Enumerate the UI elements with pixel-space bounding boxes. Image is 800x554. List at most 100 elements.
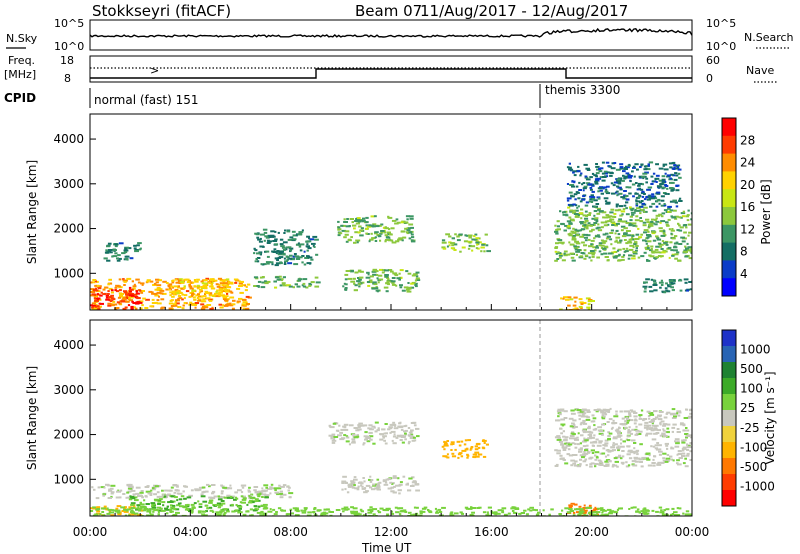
echo-cell-11 [589,186,593,189]
echo-cell-6 [568,417,574,420]
echo-cell-9 [647,245,650,248]
echo-cell-11 [623,194,627,197]
echo-cell-6 [601,423,605,426]
echo-cell-11 [572,171,575,174]
echo-cell-7 [357,269,362,272]
echo-cell-8 [403,509,407,512]
echo-cell-2 [151,503,156,506]
echo-cell-6 [365,216,369,219]
echo-cell-8 [597,507,601,510]
echo-cell-3 [345,435,349,438]
echo-cell-6 [341,229,347,232]
echo-cell-8 [619,507,623,510]
echo-cell-8 [344,508,347,511]
echo-cell-2 [180,281,185,284]
echo-cell-6 [572,433,576,436]
echo-cell-0 [161,292,167,295]
echo-cell-6 [599,452,603,455]
echo-cell-9 [602,241,606,244]
echo-cell-8 [480,246,485,249]
echo-cell-8 [441,239,446,242]
echo-cell-0 [148,492,153,495]
echo-cell-1 [90,507,94,510]
echo-cell-5 [442,455,447,458]
echo-cell-0 [245,295,250,298]
echo-cell-3 [371,425,376,428]
echo-cell-0 [175,304,178,307]
echo-cell-9 [635,247,638,250]
echo-cell-3 [331,433,336,436]
echo-cell-6 [390,239,394,242]
echo-cell-7 [578,505,582,508]
echo-cell-11 [635,199,638,202]
echo-cell-0 [100,291,103,294]
echo-cell-4 [262,228,268,231]
echo-cell-8 [94,513,99,516]
echo-cell-6 [625,418,629,421]
echo-cell-4 [363,480,366,483]
echo-cell-4 [357,481,361,484]
echo-cell-7 [354,271,359,274]
echo-cell-7 [582,507,588,509]
echo-cell-9 [688,231,692,234]
echo-cell-12 [653,289,658,292]
echo-cell-8 [558,513,562,515]
echo-cell-3 [330,435,336,438]
echo-cell-4 [284,261,286,264]
colorbar-swatch [722,278,736,297]
echo-cell-3 [137,242,142,245]
echo-cell-6 [604,464,610,467]
echo-cell-11 [632,195,635,198]
echo-cell-10 [572,308,577,310]
echo-cell-11 [669,181,673,184]
echo-cell-6 [612,437,618,440]
echo-cell-11 [641,202,646,205]
echo-cell-11 [605,175,609,178]
time-tick-label: 04:00 [173,525,208,539]
echo-cell-11 [589,198,594,201]
echo-cell-2 [226,510,230,513]
echo-cell-0 [231,303,236,306]
echo-cell-8 [419,510,423,513]
colorbar-swatch [722,135,736,155]
echo-cell-3 [124,255,128,258]
echo-cell-6 [603,409,608,412]
echo-cell-11 [577,205,580,208]
echo-cell-12 [670,282,676,285]
echo-cell-11 [623,204,627,207]
echo-cell-5 [451,452,455,455]
echo-cell-1 [128,290,132,293]
echo-cell-8 [577,513,581,516]
echo-cell-8 [142,506,147,509]
echo-cell-9 [687,209,690,212]
echo-cell-9 [655,245,660,248]
echo-cell-0 [99,285,102,288]
echo-cell-4 [341,482,345,484]
echo-cell-0 [288,486,291,489]
echo-cell-0 [179,306,182,308]
echo-cell-8 [604,513,609,516]
echo-cell-1 [130,305,134,308]
echo-cell-3 [353,427,358,429]
echo-cell-5 [308,284,312,287]
echo-cell-9 [670,229,675,232]
echo-cell-0 [165,282,169,284]
echo-cell-5 [461,449,467,452]
echo-cell-6 [562,435,566,438]
echo-cell-7 [366,271,370,274]
echo-cell-9 [658,243,664,246]
echo-cell-4 [373,483,379,486]
echo-cell-11 [623,166,628,169]
echo-cell-7 [375,289,380,292]
echo-cell-3 [345,440,350,443]
colorbar-swatch [722,224,736,244]
echo-cell-11 [628,175,633,177]
echo-cell-9 [657,255,661,257]
echo-cell-8 [220,509,223,511]
echo-cell-9 [604,256,609,258]
echo-cell-11 [656,191,661,194]
echo-cell-8 [203,514,208,516]
echo-cell-0 [114,286,118,289]
echo-cell-5 [266,280,271,283]
